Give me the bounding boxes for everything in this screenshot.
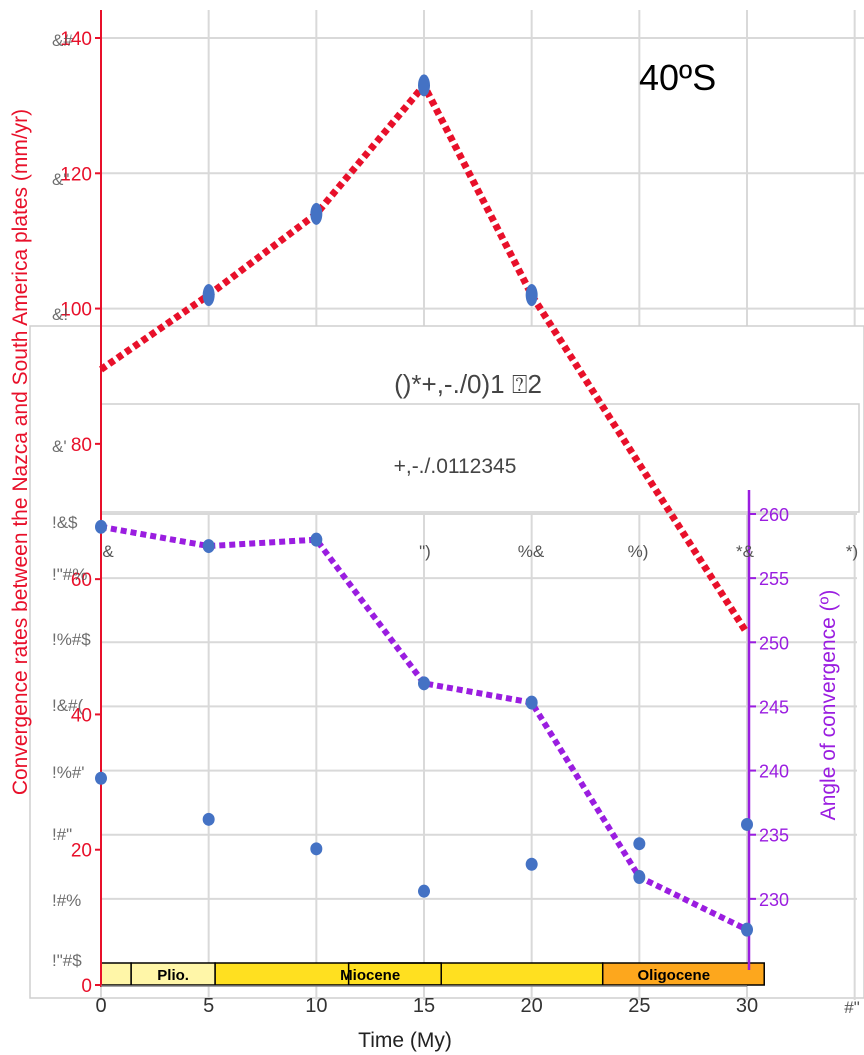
x-axis-title: Time (My) (358, 1029, 452, 1052)
glitch-tick-label: !#% (52, 891, 81, 910)
angle-point (633, 870, 646, 885)
glitch-axis-label: #" (844, 998, 860, 1017)
glitch-tick-label: !%#' (52, 763, 85, 782)
epoch-block (214, 962, 604, 986)
left-tick-label: 20 (71, 841, 92, 862)
data-points (95, 74, 753, 937)
glitch-tick-label: &" (52, 170, 69, 189)
angle-secondary-point (202, 812, 215, 826)
overlay-title-box (100, 403, 860, 513)
angle-secondary-point (310, 842, 323, 856)
right-tick-label: 255 (759, 569, 789, 589)
epoch-label: Miocene (340, 967, 400, 984)
left-tick-label: 140 (60, 29, 92, 50)
background-grid (100, 10, 864, 330)
glitch-tick-label: !#" (52, 825, 72, 844)
angle-secondary-point (525, 857, 538, 871)
glitch-tick-label: &! (52, 305, 68, 324)
overlay-panel (29, 325, 864, 999)
left-tick-label: 0 (81, 976, 92, 997)
right-tick-label: 235 (759, 826, 789, 846)
right-tick-label: 245 (759, 697, 789, 717)
angle-point (310, 532, 323, 547)
glitch-axis-label: & (102, 542, 114, 561)
angle-point (95, 519, 107, 534)
glitch-tick-label: &' (52, 437, 67, 456)
rate-point (525, 284, 538, 307)
x-tick-label: 25 (628, 995, 650, 1017)
epoch-label: Oligocene (638, 967, 711, 984)
glitch-tick-label: &# (52, 31, 73, 50)
left-tick-label: 60 (71, 570, 92, 591)
epoch-block (601, 962, 765, 986)
rate-point (202, 284, 215, 307)
epoch-block (100, 962, 132, 986)
glitch-tick-label: !"#$ (52, 951, 82, 970)
angle-secondary-point (418, 884, 430, 898)
angle-point (418, 676, 430, 691)
glitch-axis-label: *) (846, 542, 858, 561)
glitch-tick-label: !"#% (52, 565, 87, 584)
angle-secondary-point (741, 817, 753, 831)
glitch-tick-label: !%#$ (52, 630, 91, 649)
glitch-tick-label: !&$ (52, 513, 78, 532)
glitch-axis-label: ") (419, 542, 431, 561)
rate-series-line (99, 79, 750, 636)
epoch-subdivision (347, 962, 442, 986)
angle-secondary-point (633, 837, 646, 851)
right-tick-label: 250 (759, 633, 789, 653)
epoch-bar: Plio. Miocene Oligocene (100, 962, 765, 986)
epoch-label: Plio. (157, 967, 189, 984)
left-tick-label: 120 (60, 164, 92, 185)
left-tick-label: 80 (71, 435, 92, 456)
right-axis-title: Angle of convergence (º) (817, 590, 840, 821)
glitch-axis-label: %) (628, 542, 649, 561)
glitch-tick-label: !&#( (52, 696, 84, 715)
annotation-latitude: 40ºS (639, 57, 716, 98)
angle-secondary-point (95, 771, 107, 785)
left-tick-label: 40 (71, 705, 92, 726)
axes: 0204060801001201402302352402452502552600… (52, 10, 860, 1017)
overlay-title-line1: ()*+,-./0)1 ⍰2 (394, 369, 542, 399)
x-tick-label: 0 (95, 995, 106, 1017)
right-tick-label: 260 (759, 505, 789, 525)
x-tick-label: 10 (305, 995, 327, 1017)
angle-point (741, 922, 753, 937)
right-tick-label: 240 (759, 762, 789, 782)
overlay-title-line2: +,-./.0112345 (394, 455, 517, 478)
glitch-axis-label: %& (518, 542, 545, 561)
rate-point (418, 74, 430, 97)
left-axis-title: Convergence rates between the Nazca and … (9, 109, 32, 795)
glitch-axis-label: *& (736, 542, 755, 561)
left-tick-label: 100 (60, 300, 92, 321)
x-tick-label: 15 (413, 995, 435, 1017)
right-tick-label: 230 (759, 890, 789, 910)
x-tick-label: 30 (736, 995, 758, 1017)
angle-point (525, 695, 538, 710)
x-tick-label: 20 (521, 995, 543, 1017)
angle-point (202, 539, 215, 554)
rate-point (310, 202, 323, 225)
x-tick-label: 5 (203, 995, 214, 1017)
plot-grid (100, 513, 857, 1000)
